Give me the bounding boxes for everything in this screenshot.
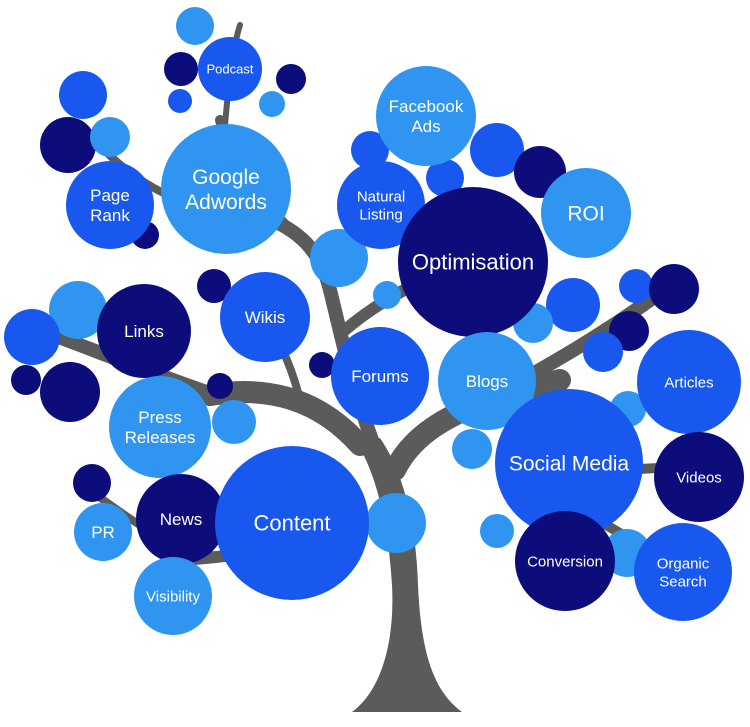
node-roi[interactable]: ROI <box>541 168 631 258</box>
node-circle <box>541 168 631 258</box>
node-social-media[interactable]: Social Media <box>495 389 643 537</box>
decorative-bubble <box>49 281 107 339</box>
decorative-bubble <box>259 91 285 117</box>
node-facebook-ads[interactable]: Facebook Ads <box>376 66 476 166</box>
node-pr[interactable]: PR <box>74 503 132 561</box>
decorative-bubble <box>207 373 233 399</box>
decorative-bubble <box>452 429 492 469</box>
node-news[interactable]: News <box>136 474 226 564</box>
node-circle <box>515 511 615 611</box>
node-articles[interactable]: Articles <box>637 330 741 434</box>
node-visibility[interactable]: Visibility <box>134 557 212 635</box>
node-circle <box>398 187 548 337</box>
node-label: Page Rank <box>90 186 130 225</box>
decorative-bubble <box>90 117 130 157</box>
node-label: Blogs <box>466 372 509 391</box>
trunk-base <box>352 438 462 712</box>
node-label: Articles <box>664 374 713 391</box>
node-google-adwords[interactable]: Google Adwords <box>161 124 291 254</box>
node-forums[interactable]: Forums <box>331 327 429 425</box>
decorative-bubble <box>168 89 192 113</box>
decorative-bubble <box>73 464 111 502</box>
decorative-bubble <box>366 493 426 553</box>
node-page-rank[interactable]: Page Rank <box>66 161 154 249</box>
decorative-bubble <box>583 332 623 372</box>
decorative-bubble <box>470 123 524 177</box>
decorative-bubble <box>197 269 231 303</box>
node-natural-listing[interactable]: Natural Listing <box>337 161 425 249</box>
decorative-bubble <box>426 159 464 197</box>
node-circle <box>637 330 741 434</box>
labelled-nodes: Podcast Google Adwords Page Rank Facebook A… <box>66 37 744 635</box>
decorative-bubble <box>351 131 389 169</box>
decorative-bubble <box>276 64 306 94</box>
node-circle <box>109 376 211 478</box>
node-conversion[interactable]: Conversion <box>515 511 615 611</box>
node-circle <box>634 523 732 621</box>
node-label: Natural Listing <box>357 188 405 223</box>
decorative-bubble <box>59 71 107 119</box>
node-label: Content <box>253 511 330 536</box>
node-videos[interactable]: Videos <box>654 432 744 522</box>
node-label: Visibility <box>146 588 200 605</box>
decorative-bubble <box>164 52 198 86</box>
decorative-bubble <box>11 365 41 395</box>
decorative-bubble <box>649 264 699 314</box>
decorative-bubble <box>310 229 368 287</box>
node-label: Press Releases <box>125 408 196 447</box>
node-label: Videos <box>676 469 722 486</box>
node-circle <box>97 284 191 378</box>
decorative-bubble <box>480 514 514 548</box>
decorative-bubble <box>40 362 100 422</box>
node-circle <box>438 332 536 430</box>
node-label: Conversion <box>527 553 603 570</box>
node-circle <box>134 557 212 635</box>
node-blogs[interactable]: Blogs <box>438 332 536 430</box>
node-circle <box>161 124 291 254</box>
node-circle <box>337 161 425 249</box>
node-circle <box>376 66 476 166</box>
decorative-bubble <box>619 269 653 303</box>
decorative-bubble <box>40 117 96 173</box>
node-label: Links <box>124 322 164 341</box>
node-circle <box>495 389 643 537</box>
decorative-bubbles <box>4 7 699 577</box>
node-label: Facebook Ads <box>389 97 464 136</box>
node-label: PR <box>91 523 115 542</box>
node-circle <box>220 272 310 362</box>
decorative-bubble <box>373 281 401 309</box>
node-circle <box>215 446 369 600</box>
decorative-bubble <box>546 278 600 332</box>
node-circle <box>331 327 429 425</box>
node-circle <box>654 432 744 522</box>
node-label: News <box>160 510 203 529</box>
node-label: Google Adwords <box>185 166 267 214</box>
node-wikis[interactable]: Wikis <box>220 272 310 362</box>
decorative-bubble <box>212 400 256 444</box>
decorative-bubble <box>176 7 214 45</box>
node-label: Optimisation <box>412 250 534 275</box>
node-label: Podcast <box>207 62 254 77</box>
node-circle <box>74 503 132 561</box>
node-label: Forums <box>351 367 409 386</box>
node-circle <box>66 161 154 249</box>
node-label: ROI <box>567 202 604 225</box>
node-content[interactable]: Content <box>215 446 369 600</box>
node-label: Wikis <box>245 308 286 327</box>
decorative-bubble <box>309 352 335 378</box>
decorative-bubble <box>4 309 60 365</box>
node-optimisation[interactable]: Optimisation <box>398 187 548 337</box>
node-links[interactable]: Links <box>97 284 191 378</box>
node-podcast[interactable]: Podcast <box>198 37 262 101</box>
node-label: Organic Search <box>657 555 710 590</box>
node-press-releases[interactable]: Press Releases <box>109 376 211 478</box>
node-circle <box>136 474 226 564</box>
node-circle <box>198 37 262 101</box>
node-organic-search[interactable]: Organic Search <box>634 523 732 621</box>
node-label: Social Media <box>509 452 630 475</box>
